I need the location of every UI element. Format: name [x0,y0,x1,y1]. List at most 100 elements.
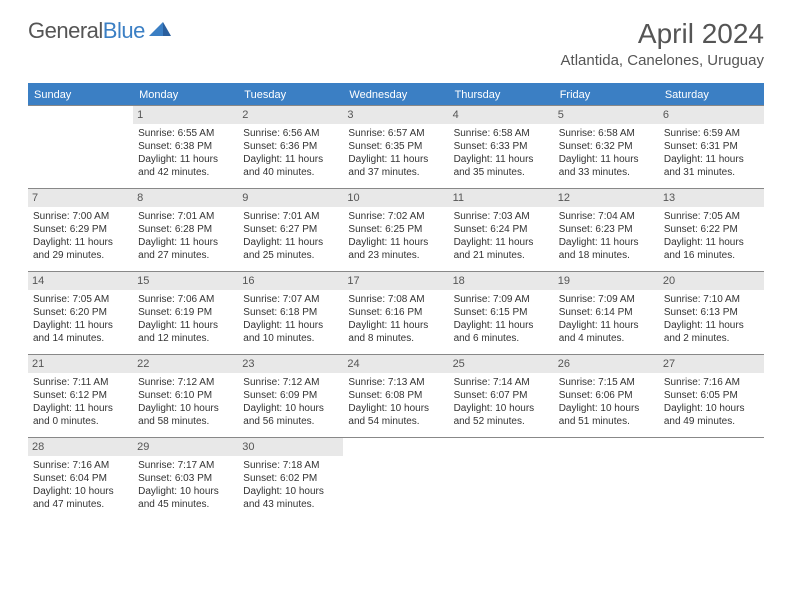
sunrise-text: Sunrise: 7:10 AM [664,293,759,306]
sunset-text: Sunset: 6:22 PM [664,223,759,236]
daylight-text: and 31 minutes. [664,166,759,179]
daylight-text: Daylight: 11 hours [243,236,338,249]
daylight-text: Daylight: 10 hours [243,485,338,498]
day-cell: 2Sunrise: 6:56 AMSunset: 6:36 PMDaylight… [238,106,343,188]
day-cell: 27Sunrise: 7:16 AMSunset: 6:05 PMDayligh… [659,355,764,437]
daylight-text: Daylight: 10 hours [454,402,549,415]
day-cell: 17Sunrise: 7:08 AMSunset: 6:16 PMDayligh… [343,272,448,354]
day-cell: 20Sunrise: 7:10 AMSunset: 6:13 PMDayligh… [659,272,764,354]
day-number: 6 [659,106,764,124]
week-row: 1Sunrise: 6:55 AMSunset: 6:38 PMDaylight… [28,105,764,188]
day-number: 18 [449,272,554,290]
sunset-text: Sunset: 6:03 PM [138,472,233,485]
daylight-text: and 52 minutes. [454,415,549,428]
daylight-text: and 16 minutes. [664,249,759,262]
day-number: 28 [28,438,133,456]
sunset-text: Sunset: 6:35 PM [348,140,443,153]
day-cell: 5Sunrise: 6:58 AMSunset: 6:32 PMDaylight… [554,106,659,188]
location: Atlantida, Canelones, Uruguay [561,52,764,69]
sunset-text: Sunset: 6:09 PM [243,389,338,402]
empty-cell [343,438,448,520]
sunrise-text: Sunrise: 7:08 AM [348,293,443,306]
day-header: Wednesday [343,85,448,105]
day-header: Thursday [449,85,554,105]
sunrise-text: Sunrise: 7:00 AM [33,210,128,223]
sunset-text: Sunset: 6:19 PM [138,306,233,319]
sunrise-text: Sunrise: 7:13 AM [348,376,443,389]
week-row: 28Sunrise: 7:16 AMSunset: 6:04 PMDayligh… [28,437,764,520]
day-number: 12 [554,189,659,207]
day-number: 16 [238,272,343,290]
day-cell: 21Sunrise: 7:11 AMSunset: 6:12 PMDayligh… [28,355,133,437]
day-number: 11 [449,189,554,207]
empty-cell [659,438,764,520]
daylight-text: Daylight: 11 hours [33,402,128,415]
day-cell: 16Sunrise: 7:07 AMSunset: 6:18 PMDayligh… [238,272,343,354]
day-number: 30 [238,438,343,456]
sunrise-text: Sunrise: 7:09 AM [559,293,654,306]
sunrise-text: Sunrise: 6:57 AM [348,127,443,140]
sunrise-text: Sunrise: 7:05 AM [33,293,128,306]
daylight-text: and 43 minutes. [243,498,338,511]
day-number: 24 [343,355,448,373]
day-cell: 23Sunrise: 7:12 AMSunset: 6:09 PMDayligh… [238,355,343,437]
day-number: 1 [133,106,238,124]
sunrise-text: Sunrise: 6:55 AM [138,127,233,140]
daylight-text: Daylight: 11 hours [348,236,443,249]
day-cell: 13Sunrise: 7:05 AMSunset: 6:22 PMDayligh… [659,189,764,271]
sunrise-text: Sunrise: 7:01 AM [243,210,338,223]
daylight-text: and 56 minutes. [243,415,338,428]
day-cell: 28Sunrise: 7:16 AMSunset: 6:04 PMDayligh… [28,438,133,520]
logo-text-2: Blue [103,18,145,44]
daylight-text: Daylight: 11 hours [664,236,759,249]
sunset-text: Sunset: 6:24 PM [454,223,549,236]
daylight-text: and 2 minutes. [664,332,759,345]
day-number: 9 [238,189,343,207]
sunrise-text: Sunrise: 6:58 AM [559,127,654,140]
sunrise-text: Sunrise: 7:15 AM [559,376,654,389]
day-cell: 12Sunrise: 7:04 AMSunset: 6:23 PMDayligh… [554,189,659,271]
day-cell: 4Sunrise: 6:58 AMSunset: 6:33 PMDaylight… [449,106,554,188]
daylight-text: Daylight: 11 hours [138,319,233,332]
day-number: 4 [449,106,554,124]
daylight-text: and 25 minutes. [243,249,338,262]
daylight-text: Daylight: 11 hours [454,236,549,249]
daylight-text: Daylight: 11 hours [33,236,128,249]
sunrise-text: Sunrise: 7:12 AM [138,376,233,389]
day-number: 13 [659,189,764,207]
day-header-row: SundayMondayTuesdayWednesdayThursdayFrid… [28,85,764,105]
empty-cell [28,106,133,188]
daylight-text: Daylight: 11 hours [559,236,654,249]
day-number: 29 [133,438,238,456]
daylight-text: Daylight: 11 hours [664,153,759,166]
calendar: SundayMondayTuesdayWednesdayThursdayFrid… [28,83,764,520]
daylight-text: Daylight: 11 hours [454,153,549,166]
sunset-text: Sunset: 6:36 PM [243,140,338,153]
day-number: 10 [343,189,448,207]
title-block: April 2024 Atlantida, Canelones, Uruguay [561,18,764,69]
sunset-text: Sunset: 6:25 PM [348,223,443,236]
sunrise-text: Sunrise: 7:06 AM [138,293,233,306]
day-header: Sunday [28,85,133,105]
sunrise-text: Sunrise: 7:01 AM [138,210,233,223]
empty-cell [449,438,554,520]
sunset-text: Sunset: 6:31 PM [664,140,759,153]
sunset-text: Sunset: 6:02 PM [243,472,338,485]
day-cell: 18Sunrise: 7:09 AMSunset: 6:15 PMDayligh… [449,272,554,354]
daylight-text: Daylight: 10 hours [138,485,233,498]
day-number: 27 [659,355,764,373]
day-cell: 7Sunrise: 7:00 AMSunset: 6:29 PMDaylight… [28,189,133,271]
daylight-text: Daylight: 11 hours [138,153,233,166]
sunset-text: Sunset: 6:07 PM [454,389,549,402]
logo: GeneralBlue [28,18,171,44]
daylight-text: and 37 minutes. [348,166,443,179]
daylight-text: and 35 minutes. [454,166,549,179]
daylight-text: Daylight: 11 hours [243,319,338,332]
daylight-text: Daylight: 10 hours [348,402,443,415]
day-number: 20 [659,272,764,290]
day-cell: 9Sunrise: 7:01 AMSunset: 6:27 PMDaylight… [238,189,343,271]
sunset-text: Sunset: 6:29 PM [33,223,128,236]
day-cell: 3Sunrise: 6:57 AMSunset: 6:35 PMDaylight… [343,106,448,188]
day-cell: 1Sunrise: 6:55 AMSunset: 6:38 PMDaylight… [133,106,238,188]
daylight-text: Daylight: 11 hours [348,319,443,332]
